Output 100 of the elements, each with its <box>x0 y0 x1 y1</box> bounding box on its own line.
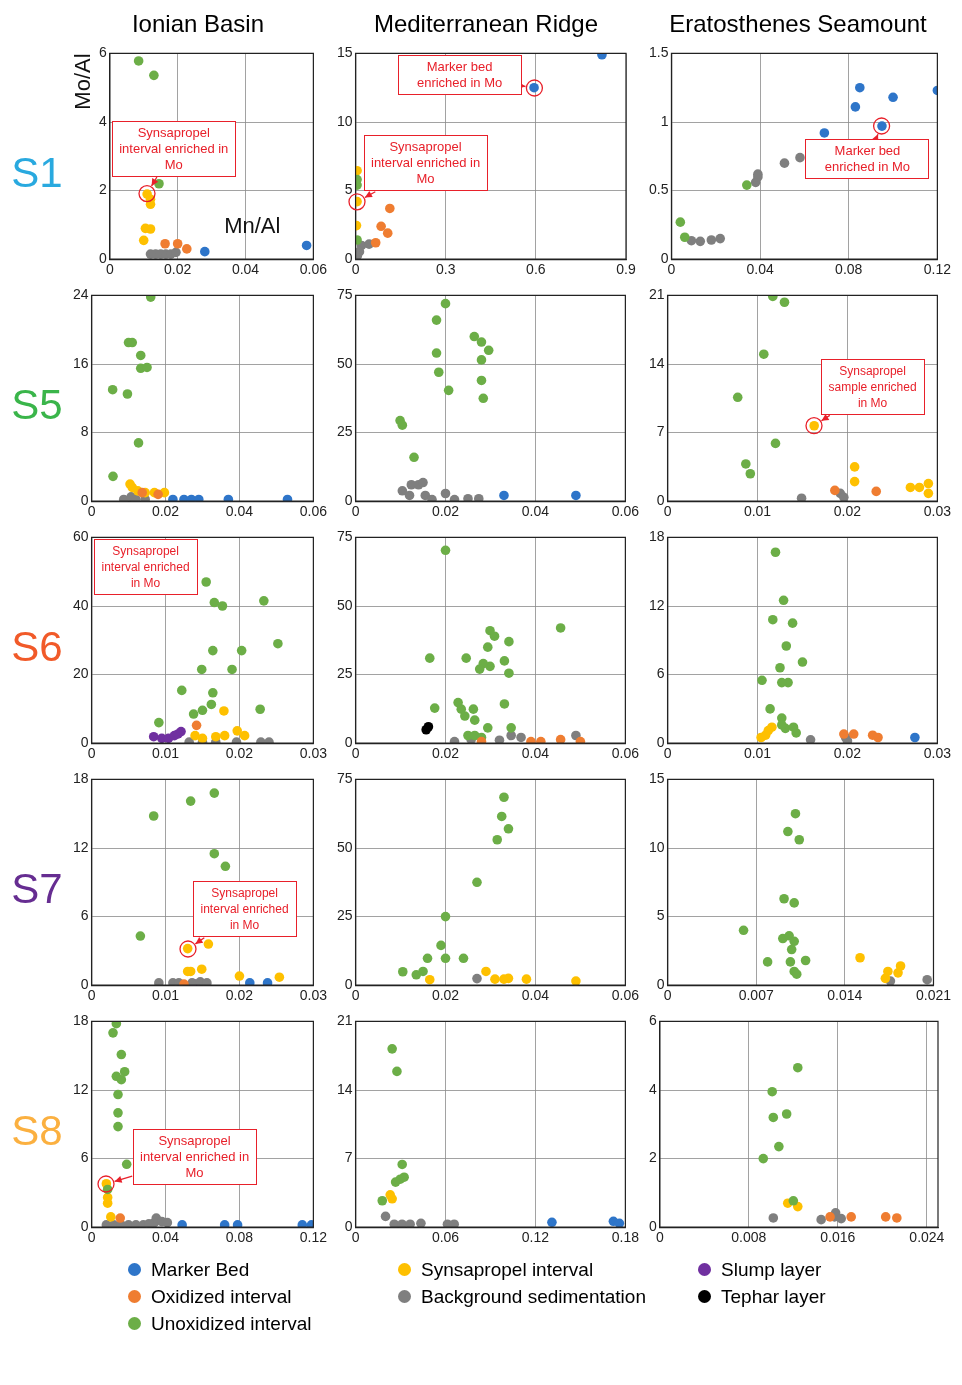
x-tick-label: 0.04 <box>521 745 550 762</box>
y-tick-label: 0 <box>656 492 665 509</box>
x-tick-label: 0.3 <box>435 261 456 278</box>
x-tick-label: 0.9 <box>616 261 636 278</box>
x-tick-label: 0.02 <box>833 503 862 520</box>
x-tick-label: 0.03 <box>299 987 328 1004</box>
y-tick-label: 1 <box>660 112 669 129</box>
y-tick-label: 6 <box>80 1149 89 1166</box>
y-tick-label: 5 <box>344 181 353 198</box>
annotation: Synsapropel interval enriched in Mo <box>111 121 236 178</box>
x-tick-label: 0.04 <box>225 503 254 520</box>
x-tick-label: 0.021 <box>915 987 952 1004</box>
y-tick-label: 24 <box>72 286 89 303</box>
text: S7 <box>10 865 64 913</box>
y-tick-label: 0.5 <box>648 181 669 198</box>
x-tick-label: 0.024 <box>909 1229 945 1246</box>
annotation: Synsapropel interval enriched in Mo <box>363 135 488 192</box>
x-tick-label: 0.06 <box>299 261 328 278</box>
y-tick-label: 7 <box>656 423 665 440</box>
x-tick-label: 0.04 <box>521 987 550 1004</box>
y-tick-label: 6 <box>98 44 107 61</box>
annotation: Synsapropel interval enriched in Mo <box>132 1129 257 1186</box>
y-tick-label: 4 <box>98 112 107 129</box>
y-tick-label: 0 <box>660 250 669 267</box>
x-tick-label: 0.08 <box>835 261 863 278</box>
y-tick-label: 75 <box>336 286 353 303</box>
x-tick-label: 0.016 <box>820 1229 856 1246</box>
y-tick-label: 40 <box>72 596 89 613</box>
y-tick-label: 15 <box>336 44 353 61</box>
x-tick-label: 0.02 <box>164 261 192 278</box>
y-tick-label: 18 <box>72 770 89 787</box>
y-tick-label: 21 <box>336 1012 353 1029</box>
y-tick-label: 16 <box>72 354 89 371</box>
x-tick-label: 0.02 <box>225 745 254 762</box>
text: S1 <box>10 148 64 197</box>
y-tick-label: 8 <box>80 423 89 440</box>
y-tick-label: 0 <box>344 1218 353 1235</box>
x-tick-label: 0.08 <box>225 1229 254 1246</box>
x-tick-label: 0.03 <box>923 745 952 762</box>
y-tick-label: 0 <box>344 976 353 993</box>
y-tick-label: 0 <box>80 1218 89 1235</box>
legend-label: Synsapropel interval <box>421 1258 594 1281</box>
x-tick-label: 0.06 <box>431 1229 460 1246</box>
y-tick-label: 14 <box>336 1080 353 1097</box>
x-tick-label: 0.01 <box>743 503 772 520</box>
x-tick-label: 0.02 <box>431 503 460 520</box>
x-tick-label: 0.12 <box>923 261 952 278</box>
legend-label: Oxidized interval <box>151 1285 292 1308</box>
text: S8 <box>10 1107 64 1155</box>
annotation: Marker bed enriched in Mo <box>397 55 522 96</box>
y-tick-label: 0 <box>648 1218 657 1235</box>
y-tick-label: 0 <box>80 492 89 509</box>
y-tick-label: 1.5 <box>648 44 669 61</box>
x-tick-label: 0.02 <box>833 745 862 762</box>
y-tick-label: 20 <box>72 665 89 682</box>
y-tick-label: 50 <box>336 354 353 371</box>
x-tick-label: 0.03 <box>923 503 952 520</box>
x-axis-title: Mn/Al <box>224 213 281 239</box>
legend-label: Unoxidized interval <box>151 1312 312 1335</box>
x-tick-label: 0.06 <box>611 987 640 1004</box>
x-tick-label: 0.06 <box>299 503 328 520</box>
y-axis-title: Mo/Al <box>69 53 95 110</box>
y-tick-label: 2 <box>98 181 107 198</box>
y-tick-label: 12 <box>648 596 665 613</box>
y-tick-label: 18 <box>72 1012 89 1029</box>
y-tick-label: 0 <box>80 734 89 751</box>
x-tick-label: 0.12 <box>521 1229 550 1246</box>
legend-label: Tephar layer <box>721 1285 826 1308</box>
x-tick-label: 0.6 <box>526 261 546 278</box>
y-tick-label: 25 <box>336 423 353 440</box>
y-tick-label: 12 <box>72 838 89 855</box>
x-tick-label: 0.02 <box>151 503 180 520</box>
x-tick-label: 0.12 <box>299 1229 328 1246</box>
text: S5 <box>10 381 64 429</box>
y-tick-label: 15 <box>648 770 665 787</box>
y-tick-label: 25 <box>336 907 353 924</box>
y-tick-label: 7 <box>344 1149 353 1166</box>
x-tick-label: 0.01 <box>151 987 180 1004</box>
y-tick-label: 0 <box>656 734 665 751</box>
y-tick-label: 10 <box>648 838 665 855</box>
y-tick-label: 0 <box>344 492 353 509</box>
x-tick-label: 0.02 <box>431 745 460 762</box>
y-tick-label: 50 <box>336 596 353 613</box>
x-tick-label: 0.008 <box>731 1229 767 1246</box>
y-tick-label: 12 <box>72 1080 89 1097</box>
x-tick-label: 0.04 <box>746 261 774 278</box>
x-tick-label: 0.01 <box>151 745 180 762</box>
y-tick-label: 2 <box>648 1149 657 1166</box>
x-tick-label: 0.04 <box>231 261 260 278</box>
y-tick-label: 0 <box>656 976 665 993</box>
chart-title: Eratosthenes Seamount <box>668 9 928 39</box>
x-tick-label: 0.02 <box>431 987 460 1004</box>
y-tick-label: 60 <box>72 528 89 545</box>
y-tick-label: 6 <box>648 1012 657 1029</box>
x-tick-label: 0.03 <box>299 745 328 762</box>
y-tick-label: 0 <box>344 250 353 267</box>
y-tick-label: 75 <box>336 770 353 787</box>
legend-label: Marker Bed <box>151 1258 250 1281</box>
y-tick-label: 75 <box>336 528 353 545</box>
x-tick-label: 0.01 <box>743 745 772 762</box>
